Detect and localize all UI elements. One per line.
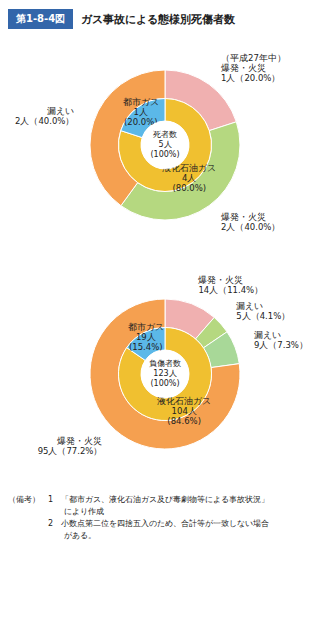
html-text:（備考） 1 「都市ガス、液化石油ガス及び毒劇物等による事故: （備考） 1 「都市ガス、液化石油ガス及び毒劇物等による事故状況」 <box>8 495 270 504</box>
svg-text:漏えい5人（4.1%）: 漏えい5人（4.1%） <box>236 301 290 321</box>
svg-text:爆発・火災95人（77.2%）: 爆発・火災95人（77.2%） <box>38 436 103 456</box>
html-text:2 小数点第二位を四捨五入のため、合計等が一致しない場合: 2 小数点第二位を四捨五入のため、合計等が一致しない場合 <box>8 519 270 528</box>
html-text:死者数: 死者数 <box>153 130 177 139</box>
html-text:により作成: により作成 <box>8 507 104 516</box>
html-text:5人: 5人 <box>158 140 172 149</box>
html-text:負傷者数: 負傷者数 <box>149 359 181 368</box>
svg-text:爆発・火災14人（11.4%）: 爆発・火災14人（11.4%） <box>198 275 263 295</box>
svg-text:都市ガス1人(20.0%): 都市ガス1人(20.0%) <box>123 97 159 127</box>
svg-text:爆発・火災2人（40.0%）: 爆発・火災2人（40.0%） <box>221 212 280 232</box>
html-text:がある。: がある。 <box>8 531 96 540</box>
svg-text:液化石油ガス4人(80.0%): 液化石油ガス4人(80.0%) <box>162 163 216 193</box>
svg-text:都市ガス19人(15.4%): 都市ガス19人(15.4%) <box>128 322 164 352</box>
html-text:第1-8-4図: 第1-8-4図 <box>16 13 66 24</box>
html-text:(100%): (100%) <box>150 150 180 159</box>
svg-text:（平成27年中）爆発・火災1人（20.0%）: （平成27年中）爆発・火災1人（20.0%） <box>221 53 286 83</box>
svg-text:液化石油ガス104人(84.6%): 液化石油ガス104人(84.6%) <box>157 396 211 426</box>
html-text:123人: 123人 <box>153 369 177 378</box>
svg-text:漏えい9人（7.3%）: 漏えい9人（7.3%） <box>254 330 308 350</box>
svg-text:漏えい2人（40.0%）: 漏えい2人（40.0%） <box>15 106 74 126</box>
html-text:ガス事故による態様別死傷者数: ガス事故による態様別死傷者数 <box>81 12 236 26</box>
html-text:(100%): (100%) <box>150 379 180 388</box>
